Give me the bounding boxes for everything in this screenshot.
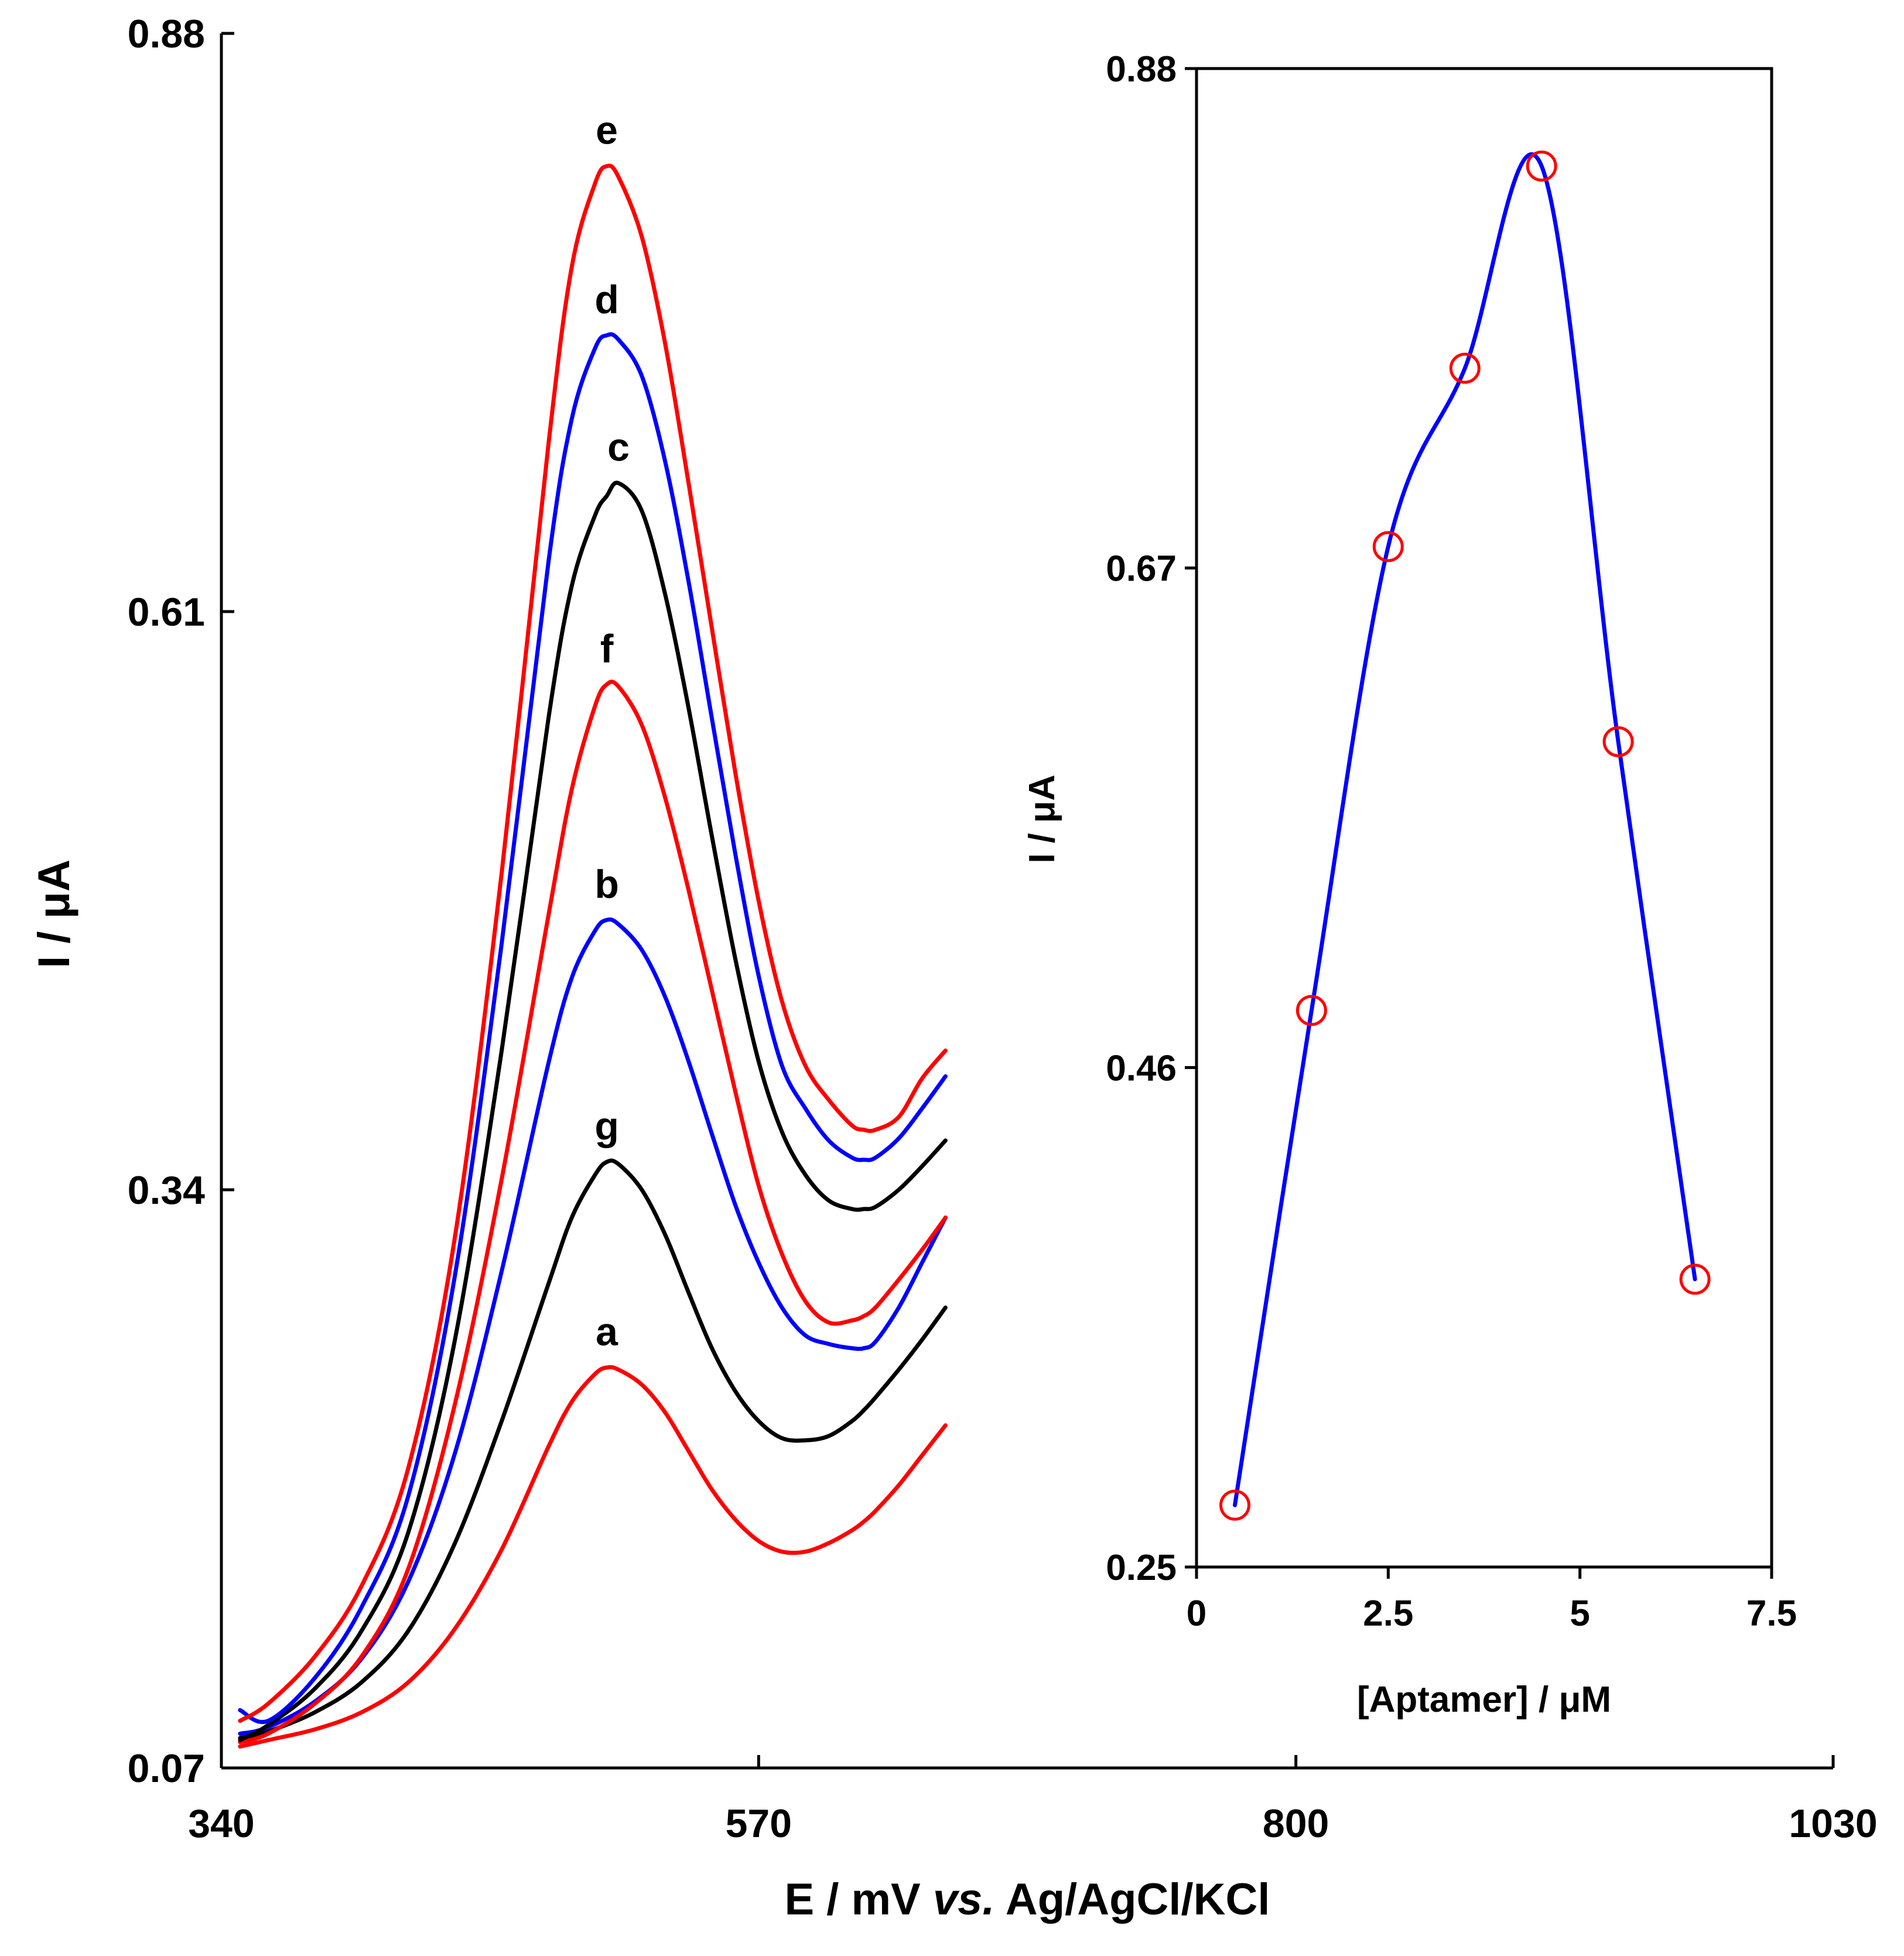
series-b-line xyxy=(238,917,948,1736)
series-a-line xyxy=(238,1365,948,1749)
main-x-tick-label-1030: 1030 xyxy=(1789,1801,1877,1846)
inset-data-point-6 xyxy=(1602,726,1634,757)
series-g-line xyxy=(238,1158,948,1740)
inset-data-point-7 xyxy=(1679,1264,1711,1295)
main-x-axis-title-part-3: Ag/AgCl/KCl xyxy=(995,1875,1270,1924)
inset-y-tick-label-0-46: 0.46 xyxy=(1106,1048,1177,1088)
main-x-ticks: 340 570 800 1030 xyxy=(188,1755,1878,1846)
inset-chart: 0 2.5 5 7.5 0.25 0.46 0.67 0.88 [Aptamer] / μM… xyxy=(1022,49,1797,1720)
main-y-tick-label-0-61: 0.61 xyxy=(128,590,205,634)
inset-y-tick-label-0-25: 0.25 xyxy=(1106,1548,1177,1588)
series-c-line xyxy=(238,480,948,1742)
inset-series-line xyxy=(1233,152,1697,1507)
curve-label-b: b xyxy=(594,862,619,906)
curve-label-c: c xyxy=(607,425,630,470)
inset-x-tick-label-7-5: 7.5 xyxy=(1746,1593,1797,1634)
inset-frame xyxy=(1195,67,1773,1569)
inset-data-point-1 xyxy=(1219,1489,1250,1521)
main-series-layer xyxy=(238,163,948,1749)
inset-series-layer xyxy=(1219,151,1711,1521)
inset-data-point-4 xyxy=(1449,353,1481,384)
main-y-ticks: 0.07 0.34 0.61 0.88 xyxy=(128,12,234,1791)
inset-y-ticks: 0.25 0.46 0.67 0.88 xyxy=(1106,49,1197,1588)
main-y-axis-title: I / μA xyxy=(29,859,79,968)
inset-x-tick-label-0: 0 xyxy=(1187,1593,1206,1634)
main-x-tick-label-570: 570 xyxy=(726,1801,792,1846)
main-y-tick-label-0-88: 0.88 xyxy=(128,12,205,56)
series-d-line xyxy=(238,332,948,1725)
series-f-line xyxy=(238,680,948,1745)
inset-x-tick-label-2-5: 2.5 xyxy=(1363,1593,1413,1634)
inset-y-tick-label-0-88: 0.88 xyxy=(1106,49,1177,90)
series-e-line xyxy=(238,163,948,1723)
curve-label-a: a xyxy=(596,1309,618,1354)
curve-label-e: e xyxy=(596,108,618,153)
curve-label-d: d xyxy=(594,277,619,322)
main-x-axis-title-part-1: E / mV xyxy=(784,1875,932,1924)
main-x-axis-title-part-2: vs. xyxy=(933,1875,995,1924)
inset-y-tick-label-0-67: 0.67 xyxy=(1106,549,1177,589)
main-x-tick-label-800: 800 xyxy=(1263,1801,1329,1846)
inset-data-point-5 xyxy=(1526,151,1557,182)
main-y-tick-label-0-34: 0.34 xyxy=(128,1168,206,1213)
main-x-tick-label-340: 340 xyxy=(188,1801,254,1846)
main-y-tick-label-0-07: 0.07 xyxy=(128,1746,205,1791)
inset-data-point-2 xyxy=(1295,995,1327,1026)
inset-x-axis-title: [Aptamer] / μM xyxy=(1357,1680,1611,1720)
main-chart: 340 570 800 1030 0.07 0.34 0.61 0.88 E / mV vs… xyxy=(29,12,1878,1924)
inset-x-ticks: 0 2.5 5 7.5 xyxy=(1187,1567,1797,1634)
main-x-axis-title: E / mV vs. Ag/AgCl/KCl xyxy=(784,1875,1270,1924)
curve-label-g: g xyxy=(594,1104,619,1149)
main-curve-labels: a g b f c d e xyxy=(594,108,630,1354)
inset-x-tick-label-5: 5 xyxy=(1570,1593,1589,1634)
curve-label-f: f xyxy=(600,626,614,671)
main-axes xyxy=(220,33,1833,1770)
inset-y-axis-title: I / μA xyxy=(1022,774,1062,863)
inset-data-point-3 xyxy=(1372,531,1404,562)
